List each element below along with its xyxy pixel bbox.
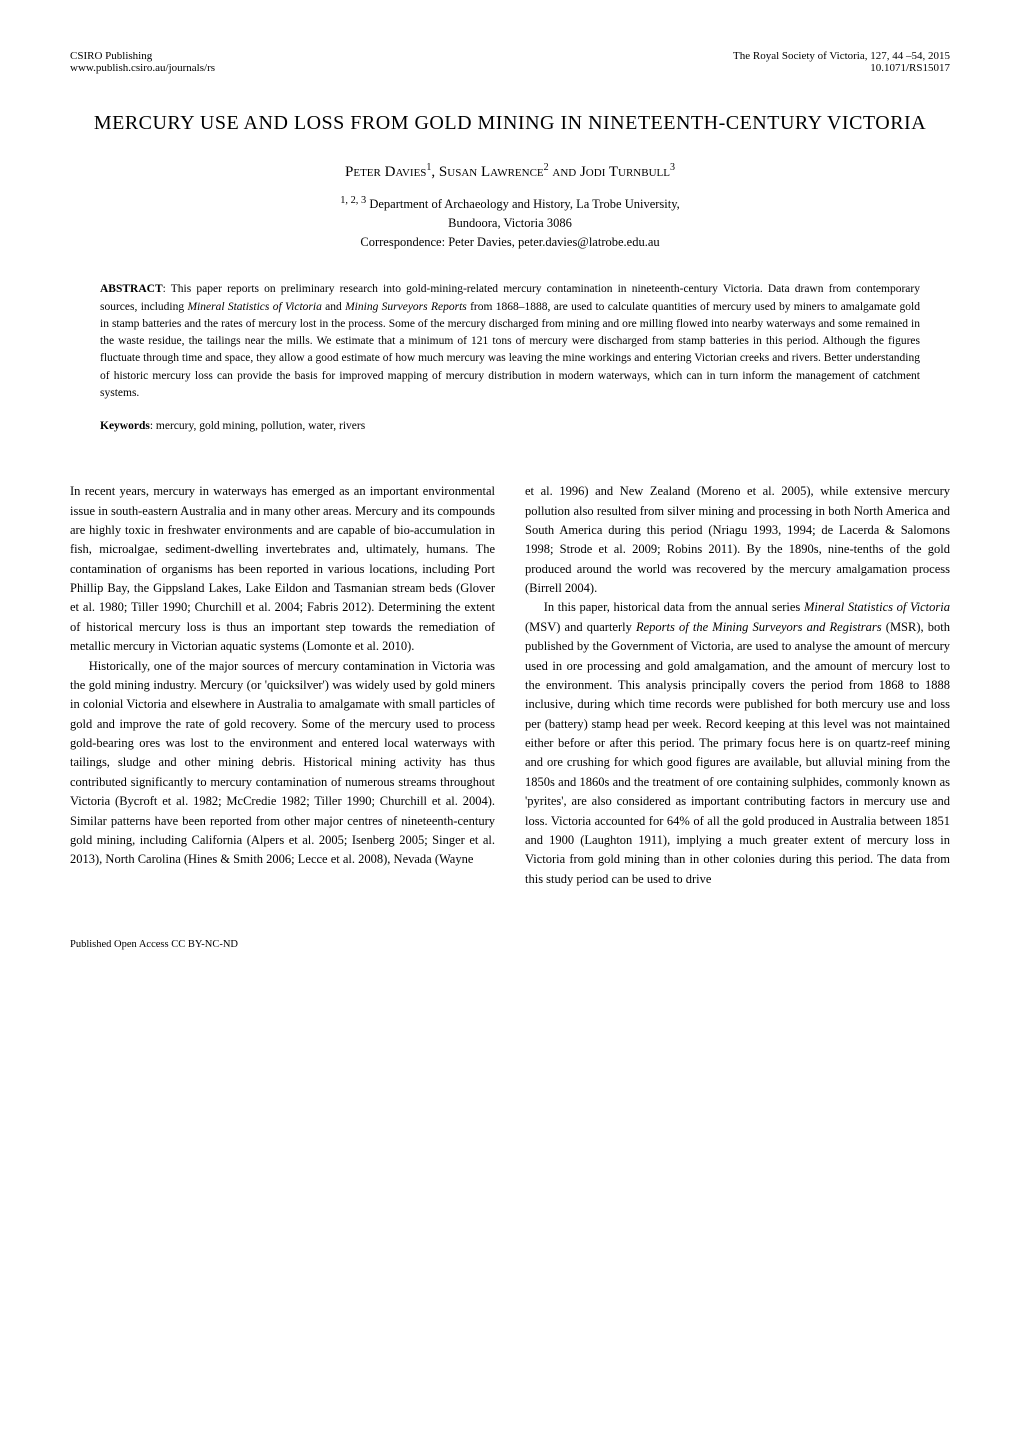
right-column: et al. 1996) and New Zealand (Moreno et … <box>525 482 950 889</box>
body-columns: In recent years, mercury in waterways ha… <box>70 482 950 889</box>
footer-license: Published Open Access CC BY-NC-ND <box>70 939 950 950</box>
header-right: The Royal Society of Victoria, 127, 44 –… <box>733 50 950 74</box>
doi: 10.1071/RS15017 <box>733 62 950 74</box>
journal-citation: The Royal Society of Victoria, 127, 44 –… <box>733 50 950 62</box>
body-paragraph: et al. 1996) and New Zealand (Moreno et … <box>525 482 950 598</box>
keywords-text: : mercury, gold mining, pollution, water… <box>150 420 365 432</box>
left-column: In recent years, mercury in waterways ha… <box>70 482 495 889</box>
affiliation-address: Bundoora, Victoria 3086 <box>70 214 950 233</box>
keywords-label: Keywords <box>100 420 150 432</box>
running-header: CSIRO Publishing www.publish.csiro.au/jo… <box>70 50 950 74</box>
affiliation-sup: 1, 2, 3 <box>340 195 366 206</box>
body-paragraph: Historically, one of the major sources o… <box>70 657 495 870</box>
affiliation-dept: Department of Archaeology and History, L… <box>369 197 679 211</box>
article-title: MERCURY USE AND LOSS FROM GOLD MINING IN… <box>70 109 950 137</box>
publisher-name: CSIRO Publishing <box>70 50 215 62</box>
keywords-block: Keywords: mercury, gold mining, pollutio… <box>100 420 920 432</box>
affiliation-block: 1, 2, 3 Department of Archaeology and Hi… <box>70 193 950 251</box>
abstract-label: ABSTRACT <box>100 283 163 295</box>
abstract-text: : This paper reports on preliminary rese… <box>100 283 920 399</box>
body-paragraph: In recent years, mercury in waterways ha… <box>70 482 495 656</box>
affiliation-line: 1, 2, 3 Department of Archaeology and Hi… <box>70 193 950 214</box>
header-left: CSIRO Publishing www.publish.csiro.au/jo… <box>70 50 215 74</box>
correspondence: Correspondence: Peter Davies, peter.davi… <box>70 233 950 252</box>
publisher-url: www.publish.csiro.au/journals/rs <box>70 62 215 74</box>
author-list: Peter Davies1, Susan Lawrence2 and Jodi … <box>70 162 950 181</box>
body-paragraph: In this paper, historical data from the … <box>525 598 950 889</box>
abstract-block: ABSTRACT: This paper reports on prelimin… <box>100 281 920 402</box>
